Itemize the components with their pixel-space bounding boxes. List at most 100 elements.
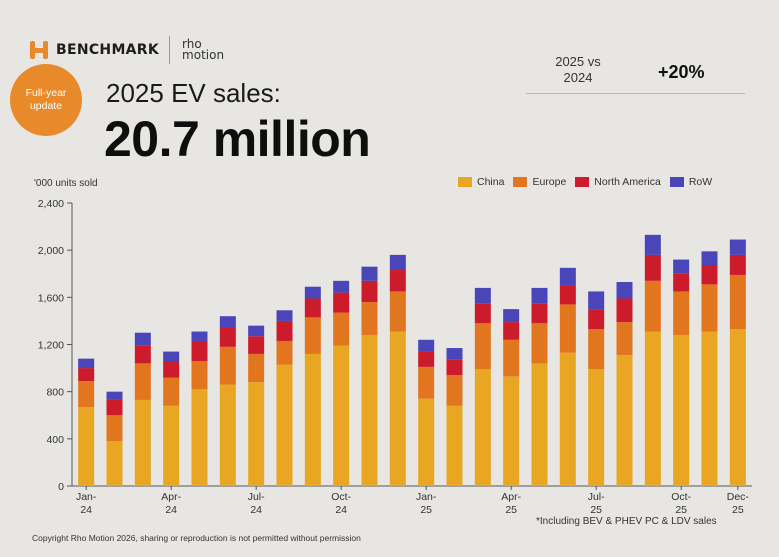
benchmark-wordmark: BENCHMARK xyxy=(56,42,160,58)
legend-label-europe: Europe xyxy=(532,176,567,188)
legend-label-row: RoW xyxy=(688,176,713,188)
x-tick-label: 24 xyxy=(165,504,177,516)
bar-china xyxy=(163,405,180,486)
legend-label-china: China xyxy=(477,176,505,188)
bar-row xyxy=(701,251,718,266)
x-tick-label: 25 xyxy=(420,504,432,516)
bar-north-america xyxy=(474,303,491,324)
bar-china xyxy=(276,364,293,486)
bar-north-america xyxy=(729,254,746,275)
bar-row xyxy=(644,234,661,255)
bar-china xyxy=(701,331,718,486)
page-subtitle: 2025 EV sales: xyxy=(106,78,281,108)
x-tick-label: Dec- xyxy=(727,491,750,503)
legend-swatch-china xyxy=(458,177,472,187)
bar-row xyxy=(446,348,463,360)
page-title: 20.7 million xyxy=(104,111,371,167)
bar-north-america xyxy=(503,322,520,340)
legend-item-europe: Europe xyxy=(513,176,566,188)
bar-row xyxy=(616,282,633,299)
bar-china xyxy=(531,363,548,486)
bar-north-america xyxy=(531,303,548,324)
copyright: Copyright Rho Motion 2026, sharing or re… xyxy=(32,533,361,543)
chart-legend: China Europe North America RoW xyxy=(458,176,721,188)
bar-north-america xyxy=(134,345,151,364)
benchmark-logo: BENCHMARK rho motion xyxy=(30,36,224,64)
bar-europe xyxy=(673,291,690,336)
bar-row xyxy=(673,259,690,274)
y-tick-label: 1,600 xyxy=(38,292,64,304)
bar-china xyxy=(389,331,406,486)
x-tick-label: 24 xyxy=(335,504,347,516)
bar-china xyxy=(219,384,236,486)
bar-row xyxy=(276,310,293,321)
full-year-update-badge: Full-year update xyxy=(10,64,82,136)
bar-china xyxy=(191,389,208,486)
x-tick-label: 25 xyxy=(590,504,602,516)
bar-europe xyxy=(446,375,463,406)
bar-china xyxy=(673,335,690,486)
bar-north-america xyxy=(389,269,406,292)
benchmark-logo-icon xyxy=(30,41,50,59)
legend-swatch-europe xyxy=(513,177,528,187)
bar-europe xyxy=(588,329,605,370)
bar-row xyxy=(163,351,180,362)
y-tick-label: 0 xyxy=(58,481,64,493)
bar-china xyxy=(588,369,605,486)
legend-swatch-north-america xyxy=(575,177,590,187)
bar-row xyxy=(191,331,208,341)
bar-north-america xyxy=(701,265,718,285)
bar-north-america xyxy=(219,327,236,347)
bar-row xyxy=(418,339,435,352)
x-tick-label: Oct- xyxy=(671,491,691,503)
x-tick-label: 25 xyxy=(505,504,517,516)
bar-north-america xyxy=(446,359,463,376)
bar-row xyxy=(389,254,406,270)
bar-china xyxy=(134,399,151,486)
bar-europe xyxy=(248,353,265,383)
bar-europe xyxy=(134,363,151,400)
x-tick-label: Jan- xyxy=(76,491,97,503)
bar-china xyxy=(616,355,633,486)
bar-row xyxy=(588,291,605,310)
bar-north-america xyxy=(333,292,350,313)
bar-china xyxy=(361,335,378,486)
comparison-divider xyxy=(526,93,745,94)
x-tick-label: 24 xyxy=(250,504,262,516)
bar-europe xyxy=(531,323,548,364)
y-tick-label: 2,400 xyxy=(38,198,64,210)
legend-swatch-row xyxy=(669,177,684,187)
x-tick-label: Jul- xyxy=(248,491,265,503)
bar-north-america xyxy=(559,285,576,305)
bar-row xyxy=(106,391,123,400)
bar-europe xyxy=(644,280,661,332)
bar-europe xyxy=(191,361,208,390)
bar-north-america xyxy=(673,273,690,292)
bar-row xyxy=(248,325,265,337)
rho-motion-wordmark: rho motion xyxy=(182,37,224,61)
y-tick-label: 1,200 xyxy=(38,340,64,352)
bar-europe xyxy=(78,381,95,407)
x-tick-label: Apr- xyxy=(161,491,181,503)
bar-north-america xyxy=(588,309,605,330)
bar-europe xyxy=(276,340,293,365)
bar-row xyxy=(729,239,746,255)
bar-china xyxy=(474,369,491,486)
bar-china xyxy=(644,331,661,486)
bar-china xyxy=(729,329,746,486)
bar-europe xyxy=(474,323,491,370)
bar-europe xyxy=(106,415,123,442)
rho-wordmark-line1: rho xyxy=(182,37,202,51)
bar-north-america xyxy=(644,254,661,281)
bar-row xyxy=(219,316,236,328)
x-tick-label: Apr- xyxy=(501,491,521,503)
bar-china xyxy=(446,405,463,486)
bar-north-america xyxy=(361,280,378,303)
bar-china xyxy=(503,376,520,486)
bar-china xyxy=(78,406,95,486)
y-axis-label: '000 units sold xyxy=(34,178,98,189)
bar-europe xyxy=(559,304,576,353)
bar-row xyxy=(333,280,350,293)
x-tick-label: Jul- xyxy=(588,491,605,503)
